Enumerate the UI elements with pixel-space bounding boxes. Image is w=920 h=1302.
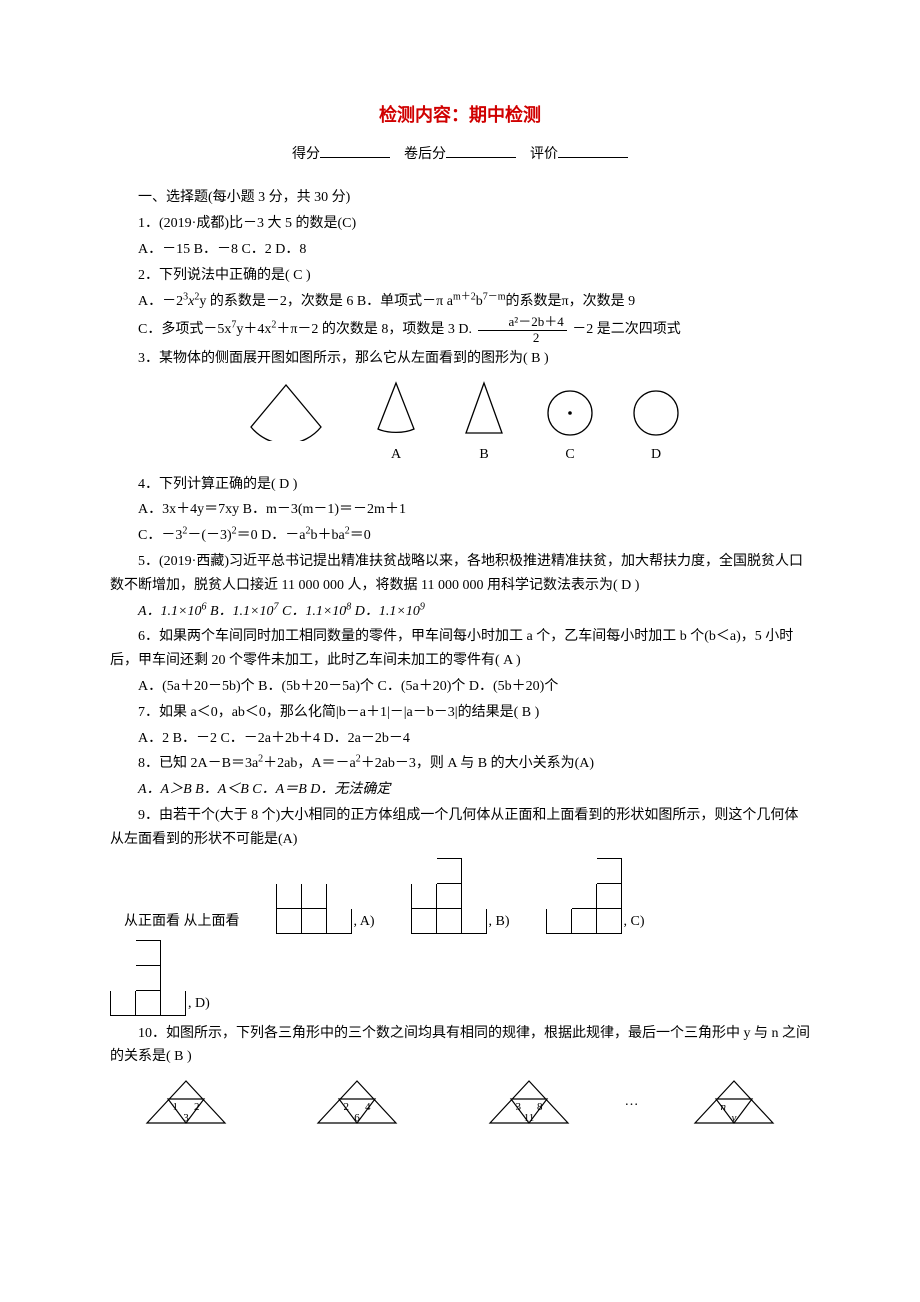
svg-text:3: 3 xyxy=(183,1112,189,1124)
q7-stem: 7．如果 a＜0，ab＜0，那么化简|b－a＋1|－|a－b－3|的结果是( B… xyxy=(110,701,810,725)
q9-grid-c: , C) xyxy=(546,858,645,934)
q6-options: A．(5a＋20－5b)个 B．(5b＋20－5a)个 C．(5a＋20)个 D… xyxy=(110,675,810,699)
q9-grid-b: , B) xyxy=(411,858,510,934)
svg-text:n: n xyxy=(721,1101,727,1113)
q4-stem: 4．下列计算正确的是( D ) xyxy=(110,473,810,497)
q9-grid-a: , A) xyxy=(276,858,375,934)
score-label-3: 评价 xyxy=(530,147,558,162)
q8-stem: 8．已知 2A－B＝3a2＋2ab，A＝－a2＋2ab－3，则 A 与 B 的大… xyxy=(110,752,810,776)
svg-text:2: 2 xyxy=(194,1101,200,1113)
svg-text:1: 1 xyxy=(172,1101,178,1113)
q1-stem: 1．(2019·成都)比－3 大 5 的数是(C) xyxy=(110,212,810,236)
q10-triangles: 1232463811…ny xyxy=(110,1077,810,1127)
svg-text:6: 6 xyxy=(355,1112,361,1124)
score-blank-3 xyxy=(558,143,628,158)
q1-options: A．－15 B．－8 C．2 D．8 xyxy=(110,238,810,262)
q2-options-ab: A．－23x2y 的系数是－2，次数是 6 B．单项式－π am＋2b7－m的系… xyxy=(110,290,810,314)
q9-figures-row1: 从正面看 从上面看 , A) , B) , C) xyxy=(110,858,810,934)
q6-stem: 6．如果两个车间同时加工相同数量的零件，甲车间每小时加工 a 个，乙车间每小时加… xyxy=(110,625,810,673)
q2-options-cd: C．多项式－5x7y＋4x2＋π－2 的次数是 8，项数是 3 D. a²－2b… xyxy=(110,315,810,345)
q9-figures-row2: , D) xyxy=(110,940,810,1016)
q9-front-top-label: 从正面看 从上面看 xyxy=(124,910,240,934)
svg-text:2: 2 xyxy=(344,1101,350,1113)
svg-text:11: 11 xyxy=(523,1112,534,1124)
q3-fig-c: C xyxy=(542,385,598,467)
q3-fig-a: A xyxy=(366,377,426,467)
q4-line2: C．－32－(－3)2＝0 D．－a2b＋ba2＝0 xyxy=(110,524,810,548)
q5-options: A．1.1×106 B．1.1×107 C．1.1×108 D．1.1×109 xyxy=(110,600,810,624)
q3-figures: A B C D xyxy=(110,377,810,467)
q9-stem: 9．由若干个(大于 8 个)大小相同的正方体组成一个几何体从正面和上面看到的形状… xyxy=(110,804,810,852)
q4-line1: A．3x＋4y＝7xy B．m－3(m－1)＝－2m＋1 xyxy=(110,498,810,522)
q2-stem: 2．下列说法中正确的是( C ) xyxy=(110,264,810,288)
q3-fig-b: B xyxy=(456,377,512,467)
score-label-2: 卷后分 xyxy=(404,147,446,162)
score-blank-1 xyxy=(320,143,390,158)
score-label-1: 得分 xyxy=(292,147,320,162)
q3-fig-d: D xyxy=(628,385,684,467)
svg-text:y: y xyxy=(731,1112,737,1124)
q8-options: A．A＞B B．A＜B C．A＝B D．无法确定 xyxy=(110,778,810,802)
q3-stem: 3．某物体的侧面展开图如图所示，那么它从左面看到的图形为( B ) xyxy=(110,347,810,371)
q3-fig-sector xyxy=(236,377,336,467)
score-blank-2 xyxy=(446,143,516,158)
q9-grid-d: , D) xyxy=(110,940,210,1016)
page-title: 检测内容：期中检测 xyxy=(110,100,810,131)
svg-text:4: 4 xyxy=(365,1101,371,1113)
q7-options: A．2 B．－2 C．－2a＋2b＋4 D．2a－2b－4 xyxy=(110,727,810,751)
q5-stem: 5．(2019·西藏)习近平总书记提出精准扶贫战略以来，各地积极推进精准扶贫，加… xyxy=(110,550,810,598)
svg-text:3: 3 xyxy=(515,1101,521,1113)
svg-text:8: 8 xyxy=(537,1101,543,1113)
section-1-heading: 一、选择题(每小题 3 分，共 30 分) xyxy=(110,186,810,210)
q10-stem: 10．如图所示，下列各三角形中的三个数之间均具有相同的规律，根据此规律，最后一个… xyxy=(110,1022,810,1070)
score-line: 得分 卷后分 评价 xyxy=(110,143,810,167)
